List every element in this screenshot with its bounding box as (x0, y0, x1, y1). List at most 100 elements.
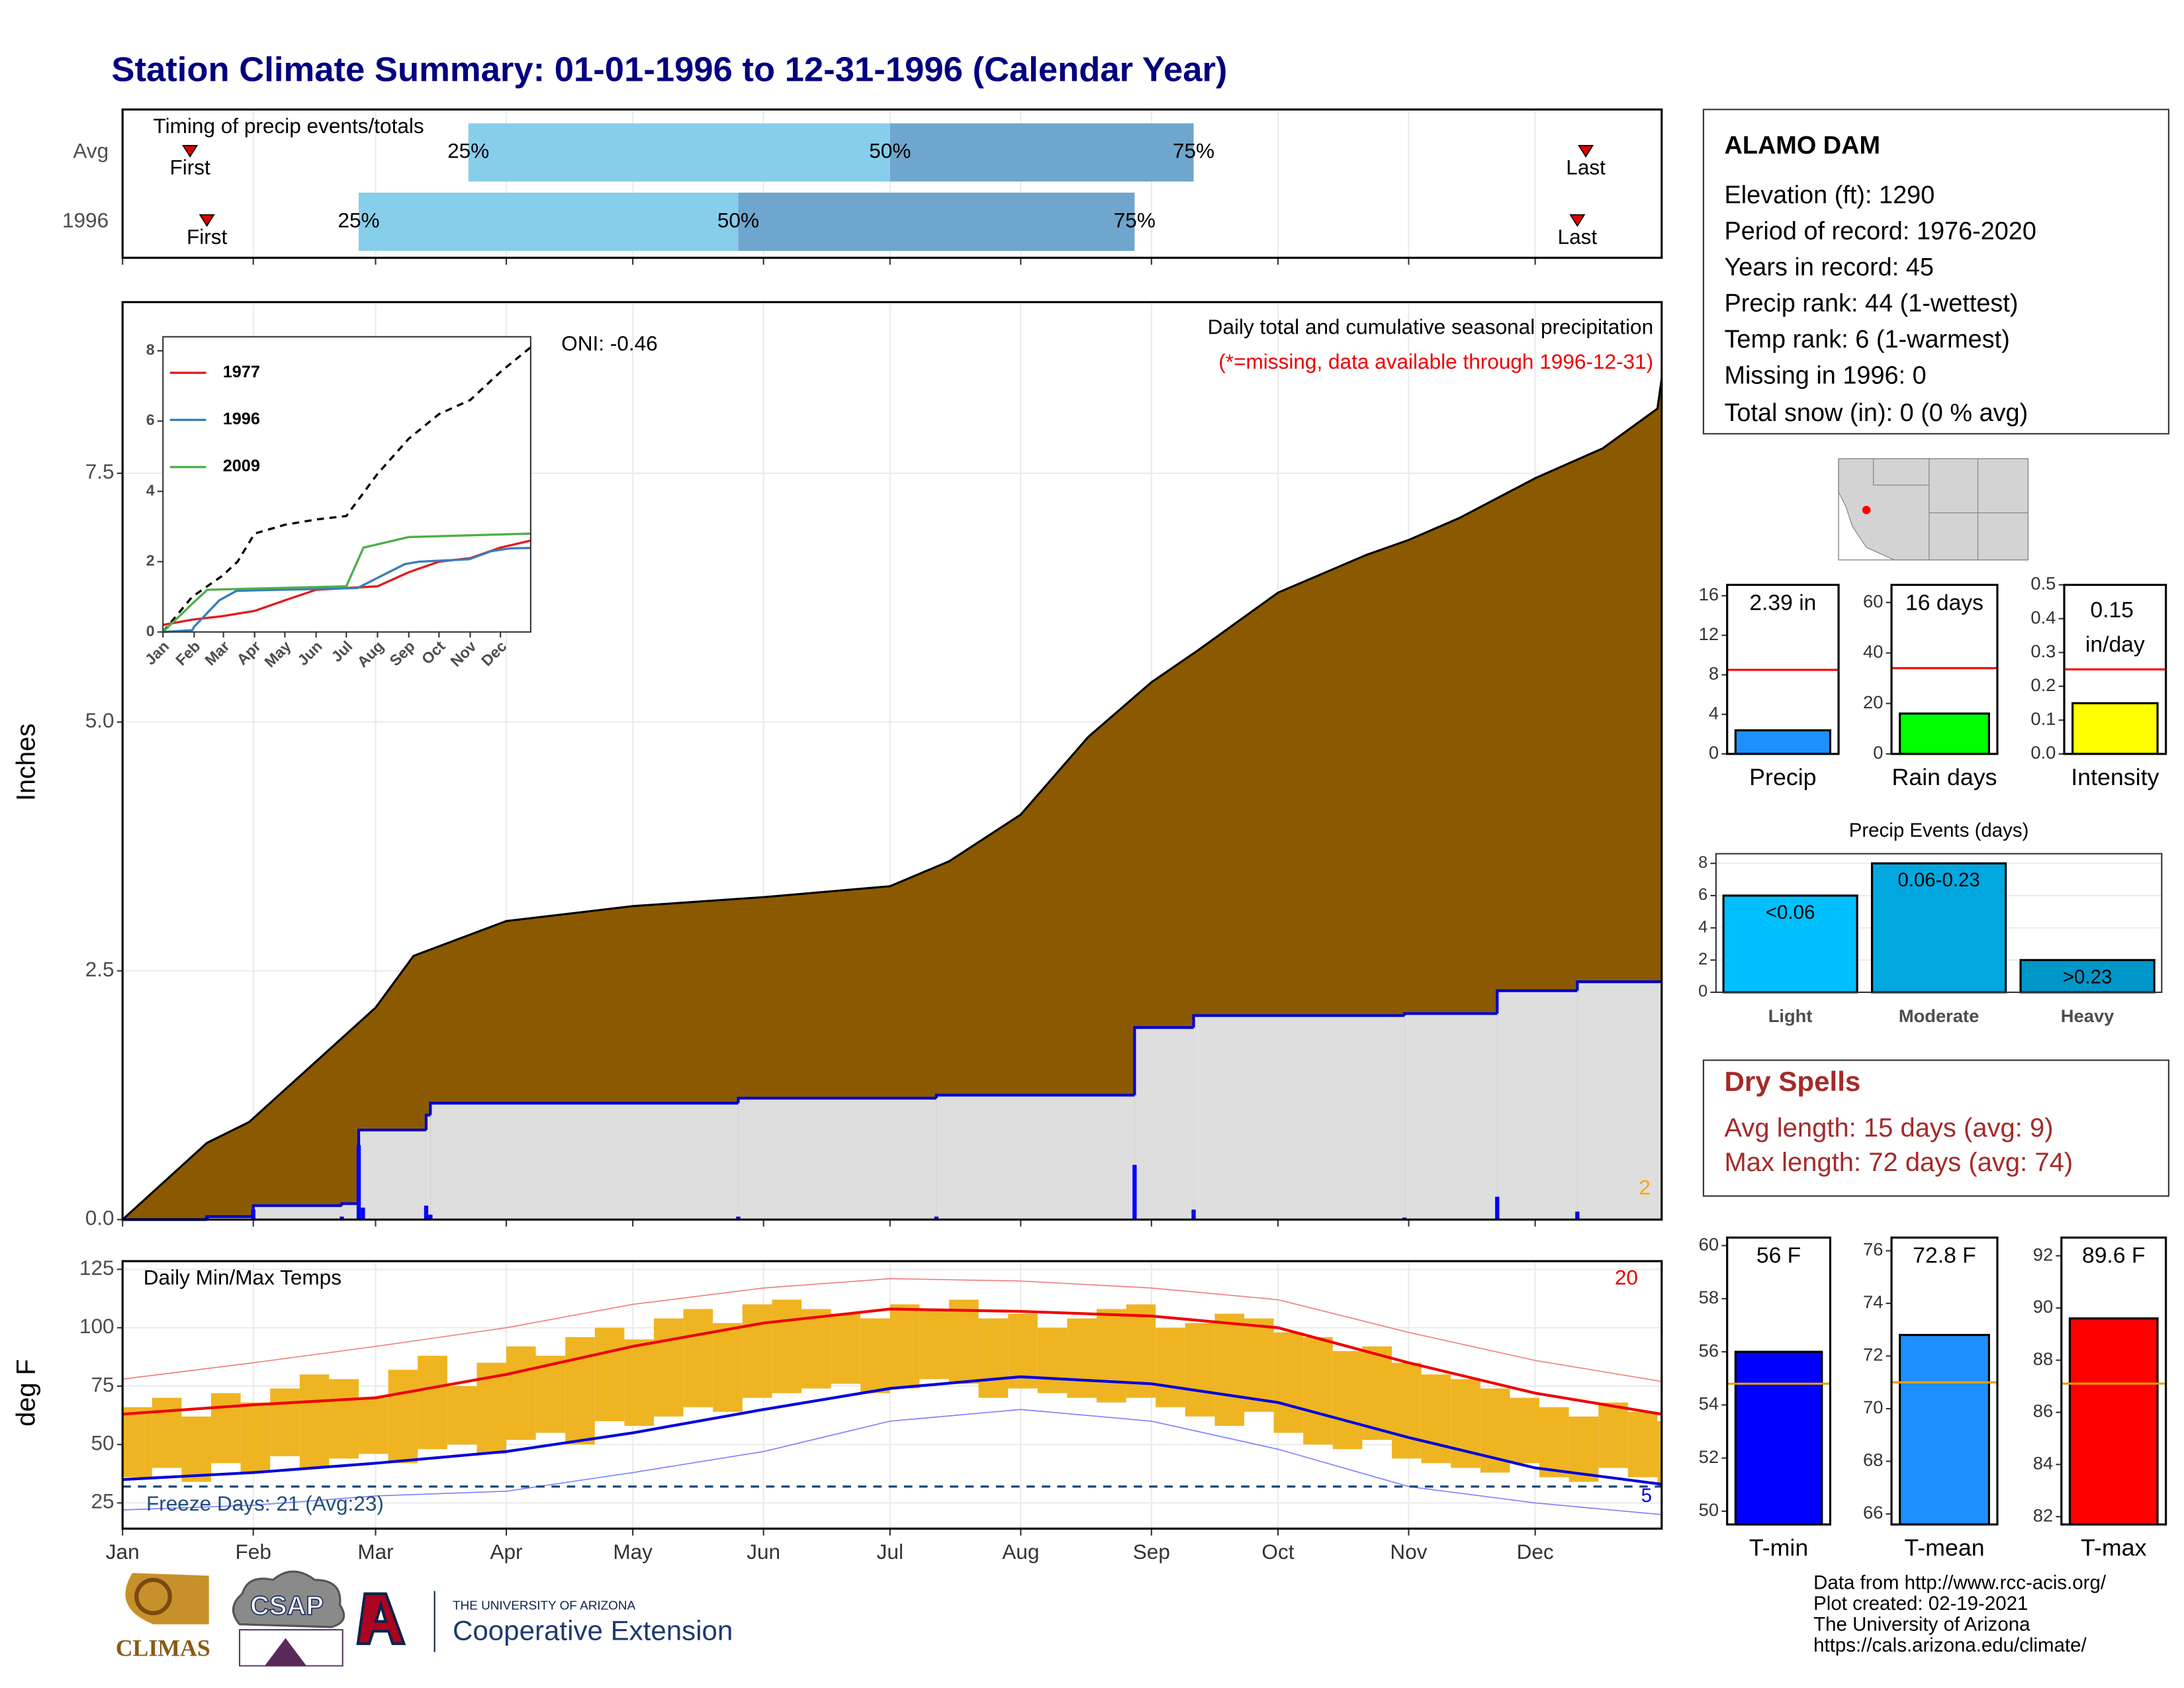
season-step (424, 1113, 431, 1131)
summary-bar (1899, 1334, 1990, 1526)
y-tick-label: 60 (1863, 590, 1883, 611)
y-tick-label: 5.0 (85, 709, 114, 732)
daily-temp-bar (889, 1304, 920, 1389)
station-line: Period of record: 1976-2020 (1724, 218, 2036, 246)
y-tick-label: 92 (2033, 1244, 2053, 1264)
season-step (737, 1096, 936, 1103)
season-step (1192, 1014, 1405, 1028)
missing-note: (*=missing, data available through 1996-… (1218, 350, 1653, 373)
footer-line: https://cals.arizona.edu/climate/ (1813, 1634, 2087, 1656)
station-line: Missing in 1996: 0 (1724, 362, 1926, 390)
season-area (341, 1203, 359, 1220)
season-step (934, 1094, 1135, 1098)
x-tick-label: Jan (106, 1540, 140, 1564)
y-tick-label: 50 (91, 1432, 114, 1455)
daily-bar (251, 1209, 255, 1220)
event-marker (1578, 144, 1594, 158)
season-step (1403, 1012, 1498, 1016)
daily-bar (934, 1216, 939, 1220)
y-tick-label: 86 (2033, 1401, 2053, 1421)
y-tick-label: 0.0 (85, 1207, 114, 1230)
y-tick-label: 0.0 (2030, 742, 2056, 763)
x-axis-label: T-max (2081, 1534, 2147, 1561)
event-label: First (187, 225, 228, 248)
x-tick-label: Dec (1517, 1540, 1554, 1564)
season-area (1193, 1015, 1405, 1220)
plot-frame (121, 108, 1663, 259)
y-tick-label: 125 (79, 1256, 114, 1280)
event-marker (1569, 214, 1586, 227)
x-tick-label: Jun (747, 1540, 780, 1564)
season-area (1497, 990, 1578, 1220)
y-tick-label: 76 (1863, 1239, 1883, 1260)
y-tick-label: 8 (1709, 663, 1719, 684)
y-tick-label: 56 (1699, 1340, 1719, 1360)
event-marker (182, 144, 199, 158)
record-count: 5 (1641, 1485, 1652, 1507)
daily-temp-bar (565, 1336, 595, 1445)
y-tick-label: 8 (146, 341, 155, 358)
season-area (1577, 982, 1662, 1220)
y-tick-label: 6 (146, 411, 155, 428)
y-tick-label: 88 (2033, 1348, 2053, 1369)
y-tick-label: 0 (1698, 982, 1707, 1001)
daily-temp-bar (418, 1356, 447, 1450)
season-step (1496, 989, 1578, 1014)
daily-temp-bar (772, 1299, 802, 1393)
bar (1870, 862, 2007, 994)
csap-cloud (232, 1570, 345, 1628)
daily-temp-bar (919, 1309, 950, 1380)
x-tick-label: Light (1768, 1006, 1813, 1026)
daily-temp-bar (181, 1416, 212, 1482)
inset-line (163, 547, 531, 633)
daily-temp-bar (329, 1379, 359, 1459)
x-axis-label: T-mean (1904, 1534, 1984, 1561)
x-tick-label: Mar (357, 1540, 393, 1564)
value-label: 56 F (1756, 1244, 1801, 1268)
season-area (359, 1130, 426, 1220)
y-tick-label: 100 (79, 1315, 114, 1338)
value-label: 2.39 in (1749, 591, 1816, 616)
dry-spells-line: Avg length: 15 days (avg: 9) (1724, 1113, 2053, 1143)
y-tick-label: 4 (146, 481, 155, 498)
station-line: Years in record: 45 (1724, 254, 1933, 281)
y-tick-label: 54 (1699, 1393, 1719, 1414)
dry-spells-title: Dry Spells (1724, 1066, 1860, 1097)
plot-frame (121, 301, 1663, 1221)
daily-bar (356, 1145, 361, 1220)
map-land (1838, 458, 2028, 561)
record-line (122, 1278, 1662, 1382)
quantile-bar (738, 193, 1135, 251)
inset-line (161, 346, 531, 633)
daily-temp-bar (1392, 1362, 1422, 1459)
daily-bar (1132, 1164, 1137, 1220)
daily-temp-bar (1569, 1416, 1599, 1482)
value-label: 16 days (1905, 591, 1983, 616)
summary-bar (1734, 1350, 1823, 1526)
season-area (253, 1205, 342, 1220)
daily-temp-bar (1185, 1323, 1215, 1417)
station-box (1702, 109, 2169, 435)
season-area (738, 1098, 936, 1220)
y-axis-label: deg F (12, 1359, 41, 1427)
daily-temp-bar (624, 1339, 655, 1426)
daily-temp-bar (211, 1393, 241, 1464)
y-tick-label: 66 (1863, 1502, 1883, 1523)
y-tick-label: 52 (1699, 1446, 1719, 1467)
event-marker (199, 214, 215, 227)
daily-bar (361, 1207, 365, 1220)
y-tick-label: 2.5 (85, 958, 114, 981)
y-tick-label: 0.5 (2030, 573, 2056, 594)
daily-temp-bar (860, 1318, 890, 1393)
daily-temp-bar (1510, 1397, 1540, 1464)
station-line: Temp rank: 6 (1-warmest) (1724, 326, 2009, 353)
plot-frame (1715, 853, 2163, 994)
category-label: Avg (73, 140, 109, 163)
x-tick-label: Oct (1261, 1540, 1294, 1564)
climas-logo-text: CLIMAS (116, 1635, 210, 1662)
daily-temp-bar (1037, 1327, 1068, 1393)
quantile-bar (359, 193, 739, 251)
average-line (122, 1375, 1662, 1486)
station-location (1862, 506, 1871, 514)
daily-temp-bar (1598, 1402, 1628, 1468)
